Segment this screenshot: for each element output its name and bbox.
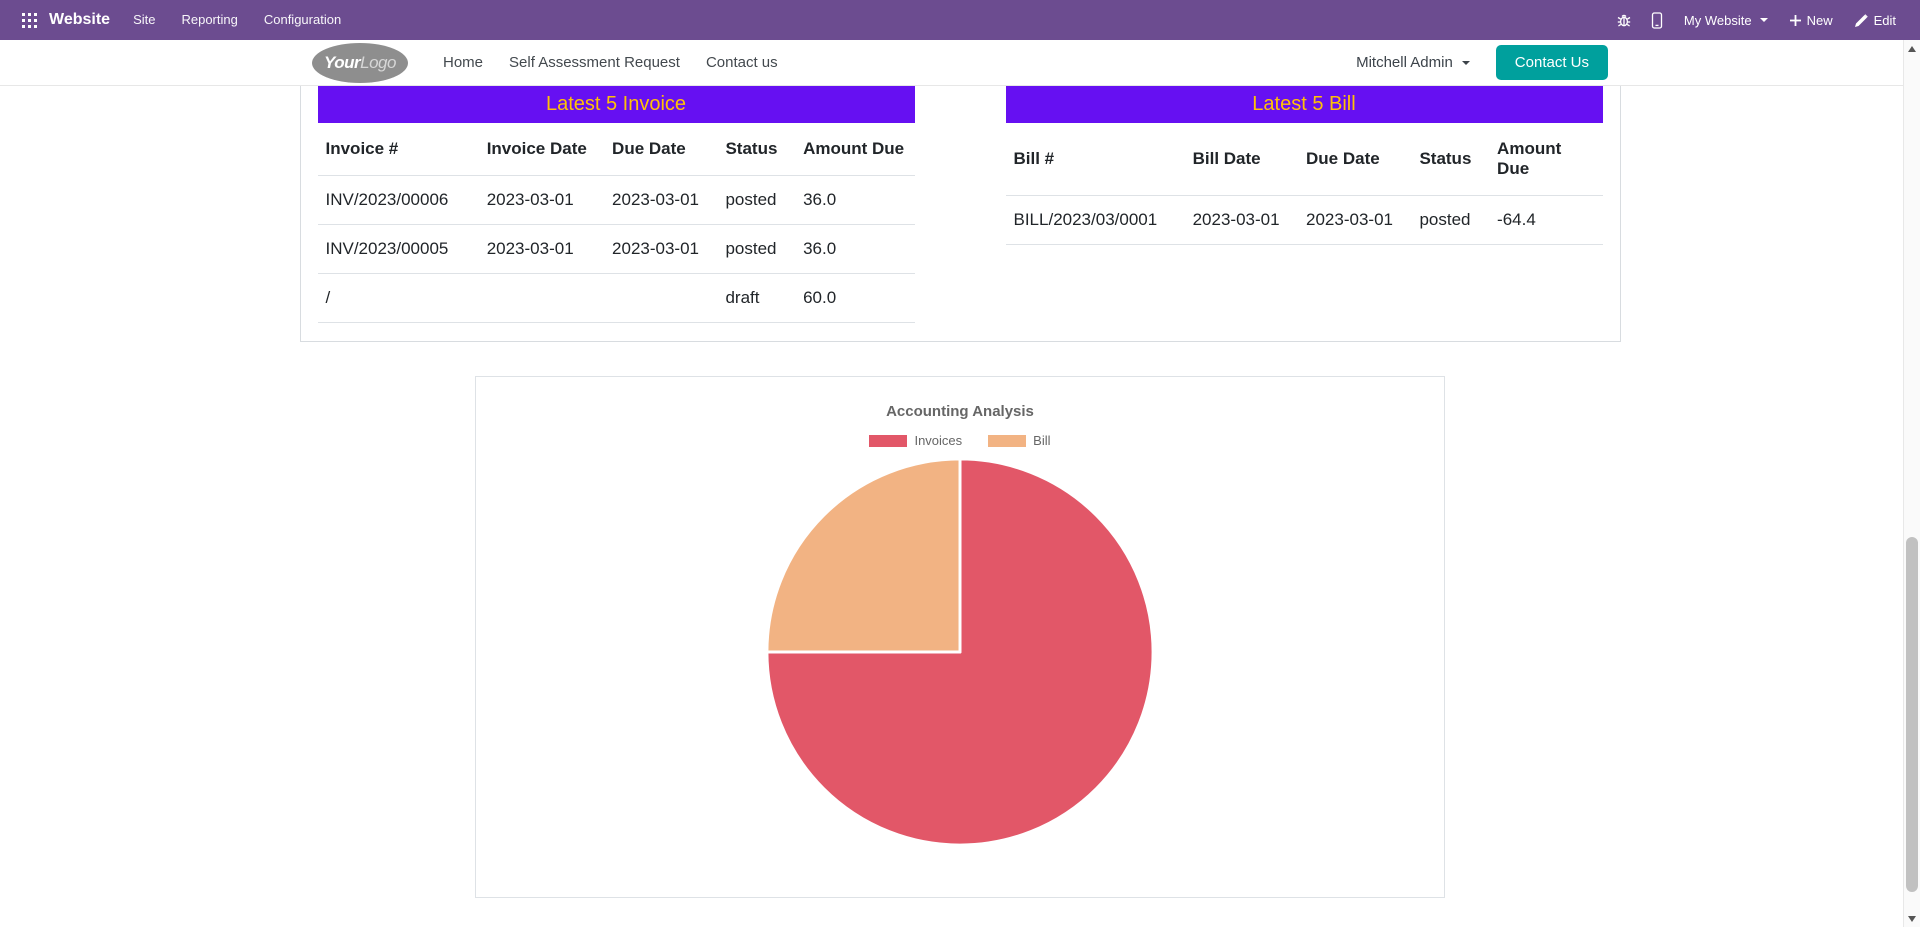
- table-row: INV/2023/00006 2023-03-01 2023-03-01 pos…: [317, 175, 915, 225]
- pie-slice-bill[interactable]: [765, 457, 962, 654]
- invoice-table: Invoice # Invoice Date Due Date Status A…: [317, 123, 915, 323]
- triangle-up-icon: [1908, 45, 1916, 52]
- col-status: Status: [1411, 123, 1490, 196]
- legend-item-bill[interactable]: Bill: [988, 433, 1051, 448]
- due-date-cell: 2023-03-01: [604, 175, 718, 225]
- invoice-date-cell: 2023-03-01: [478, 224, 605, 274]
- scrollbar-up-arrow[interactable]: [1904, 40, 1920, 57]
- site-logo[interactable]: Your Logo: [312, 42, 408, 83]
- user-menu-dropdown[interactable]: Mitchell Admin: [1356, 54, 1470, 71]
- website-header: Your Logo Home Self Assessment Request Co…: [0, 40, 1920, 86]
- menu-configuration[interactable]: Configuration: [263, 12, 342, 27]
- invoice-number-cell: INV/2023/00005: [317, 224, 479, 274]
- pencil-icon: [1854, 13, 1868, 27]
- website-switcher-label: My Website: [1683, 12, 1752, 28]
- nav-contact-us[interactable]: Contact us: [705, 54, 778, 71]
- invoices-legend-swatch: [869, 434, 908, 447]
- logo-text-light: Logo: [360, 52, 396, 72]
- vertical-scrollbar[interactable]: [1903, 40, 1920, 927]
- website-switcher-dropdown[interactable]: My Website: [1674, 0, 1778, 40]
- pie-chart-area: [764, 456, 1156, 853]
- bill-legend-swatch: [988, 434, 1027, 447]
- amount-due-cell: 36.0: [795, 175, 915, 225]
- due-date-cell: 2023-03-01: [1298, 195, 1412, 245]
- col-status: Status: [717, 123, 796, 176]
- bill-table-title: Latest 5 Bill: [1005, 86, 1603, 123]
- odoo-topbar: Website Site Reporting Configuration My …: [0, 0, 1920, 40]
- col-invoice-number: Invoice #: [317, 123, 479, 176]
- bill-table-header-row: Bill # Bill Date Due Date Status Amount …: [1005, 123, 1603, 196]
- amount-due-cell: 36.0: [795, 224, 915, 274]
- accounting-analysis-card: Accounting Analysis Invoices Bill: [475, 376, 1445, 898]
- bill-date-cell: 2023-03-01: [1184, 195, 1299, 245]
- edit-button-label: Edit: [1873, 12, 1896, 28]
- invoice-table-header-row: Invoice # Invoice Date Due Date Status A…: [317, 123, 915, 176]
- amount-due-cell: -64.4: [1489, 195, 1603, 245]
- nav-self-assessment-request[interactable]: Self Assessment Request: [509, 54, 680, 71]
- scrollbar-down-arrow[interactable]: [1904, 910, 1920, 927]
- scrollbar-thumb[interactable]: [1906, 536, 1918, 892]
- nav-home[interactable]: Home: [443, 54, 484, 71]
- plus-icon: [1789, 14, 1801, 26]
- table-row: / draft 60.0: [317, 273, 915, 323]
- status-cell: draft: [717, 273, 796, 323]
- menu-site[interactable]: Site: [133, 12, 156, 27]
- site-nav: Home Self Assessment Request Contact us: [430, 54, 791, 71]
- invoice-date-cell: [478, 273, 605, 323]
- chevron-down-icon: [1461, 60, 1470, 65]
- latest-documents-panel: Latest 5 Invoice Invoice # Invoice Date …: [299, 86, 1621, 342]
- col-due-date: Due Date: [604, 123, 718, 176]
- new-button[interactable]: New: [1780, 0, 1843, 40]
- bug-icon-svg: [1617, 14, 1631, 27]
- chevron-down-icon: [1759, 18, 1768, 22]
- chart-legend: Invoices Bill: [869, 433, 1051, 448]
- pie-chart: [765, 457, 1155, 847]
- latest-invoice-block: Latest 5 Invoice Invoice # Invoice Date …: [317, 86, 915, 323]
- table-row: INV/2023/00005 2023-03-01 2023-03-01 pos…: [317, 224, 915, 274]
- invoice-number-cell: INV/2023/00006: [317, 175, 479, 225]
- triangle-down-icon: [1908, 915, 1916, 922]
- legend-item-invoices[interactable]: Invoices: [869, 433, 962, 448]
- user-menu-label: Mitchell Admin: [1356, 54, 1453, 71]
- col-bill-number: Bill #: [1005, 123, 1185, 196]
- mobile-preview-icon[interactable]: [1642, 0, 1672, 40]
- debug-bug-icon[interactable]: [1608, 0, 1640, 40]
- app-name[interactable]: Website: [49, 11, 111, 28]
- col-invoice-date: Invoice Date: [478, 123, 605, 176]
- edit-button[interactable]: Edit: [1845, 0, 1906, 40]
- due-date-cell: [604, 273, 718, 323]
- invoice-table-title: Latest 5 Invoice: [317, 86, 915, 123]
- table-row: BILL/2023/03/0001 2023-03-01 2023-03-01 …: [1005, 195, 1603, 245]
- col-due-date: Due Date: [1298, 123, 1412, 196]
- latest-bill-block: Latest 5 Bill Bill # Bill Date Due Date …: [1005, 86, 1603, 323]
- invoice-date-cell: 2023-03-01: [478, 175, 605, 225]
- amount-due-cell: 60.0: [795, 273, 915, 323]
- status-cell: posted: [717, 224, 796, 274]
- pie-slice-invoices[interactable]: [765, 457, 1155, 847]
- bill-number-cell: BILL/2023/03/0001: [1005, 195, 1185, 245]
- bill-table: Bill # Bill Date Due Date Status Amount …: [1005, 123, 1603, 245]
- apps-grid-icon[interactable]: [14, 0, 45, 40]
- menu-reporting[interactable]: Reporting: [181, 12, 238, 27]
- topbar-menu: Site Reporting Configuration: [120, 0, 354, 40]
- mobile-icon-svg: [1651, 11, 1663, 29]
- status-cell: posted: [717, 175, 796, 225]
- legend-label: Bill: [1033, 433, 1051, 448]
- due-date-cell: 2023-03-01: [604, 224, 718, 274]
- chart-title: Accounting Analysis: [886, 403, 1034, 420]
- contact-us-button[interactable]: Contact Us: [1495, 45, 1608, 80]
- invoice-number-cell: /: [317, 273, 479, 323]
- topbar-right: My Website New Edit: [1608, 0, 1906, 40]
- new-button-label: New: [1806, 12, 1833, 28]
- col-amount-due: Amount Due: [795, 123, 915, 176]
- logo-text-bold: Your: [324, 52, 361, 72]
- col-bill-date: Bill Date: [1184, 123, 1299, 196]
- apps-grid-icon-svg: [22, 12, 37, 28]
- legend-label: Invoices: [914, 433, 963, 448]
- col-amount-due: Amount Due: [1489, 123, 1603, 196]
- status-cell: posted: [1411, 195, 1490, 245]
